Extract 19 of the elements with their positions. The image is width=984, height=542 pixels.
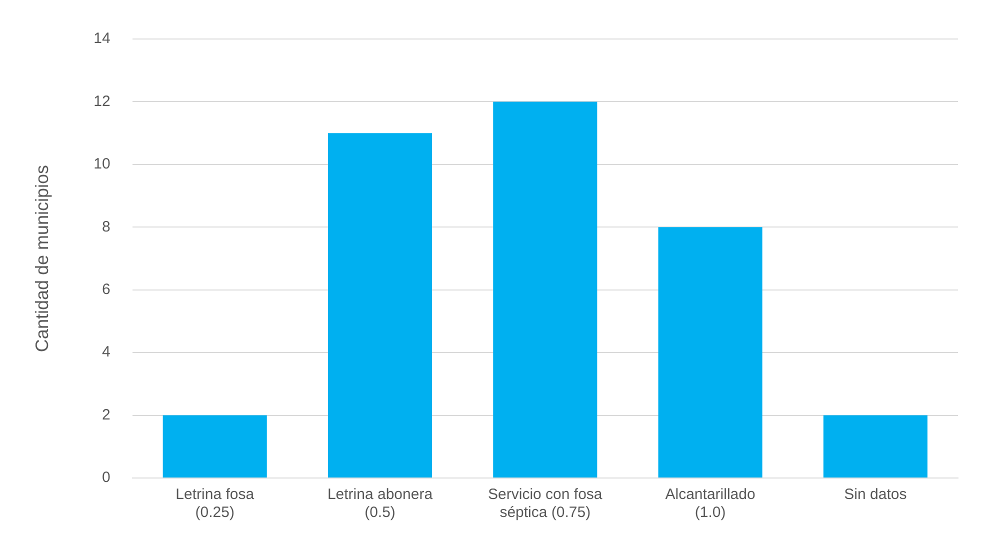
- bar: [823, 415, 928, 478]
- x-tick-label: Sin datos: [844, 486, 907, 504]
- x-tick-label: Letrina abonera (0.5): [327, 486, 434, 522]
- bar: [493, 102, 598, 478]
- y-tick-label: 8: [102, 218, 110, 236]
- bar: [658, 227, 762, 478]
- x-tick-label: Servicio con fosa séptica (0.75): [488, 486, 603, 522]
- bar: [328, 133, 432, 478]
- y-tick-label: 14: [94, 30, 110, 48]
- y-tick-label: 12: [94, 92, 110, 110]
- y-tick-label: 0: [102, 469, 110, 486]
- bar: [162, 415, 267, 478]
- y-tick-label: 6: [102, 281, 110, 298]
- y-tick-label: 10: [94, 156, 110, 173]
- y-tick-label: 2: [102, 406, 110, 424]
- y-axis-title: Cantidad de municipios: [32, 164, 52, 352]
- x-tick-label: Letrina fosa (0.25): [176, 486, 255, 522]
- x-tick-label: Alcantarillado (1.0): [665, 486, 756, 522]
- y-tick-label: 4: [102, 344, 110, 361]
